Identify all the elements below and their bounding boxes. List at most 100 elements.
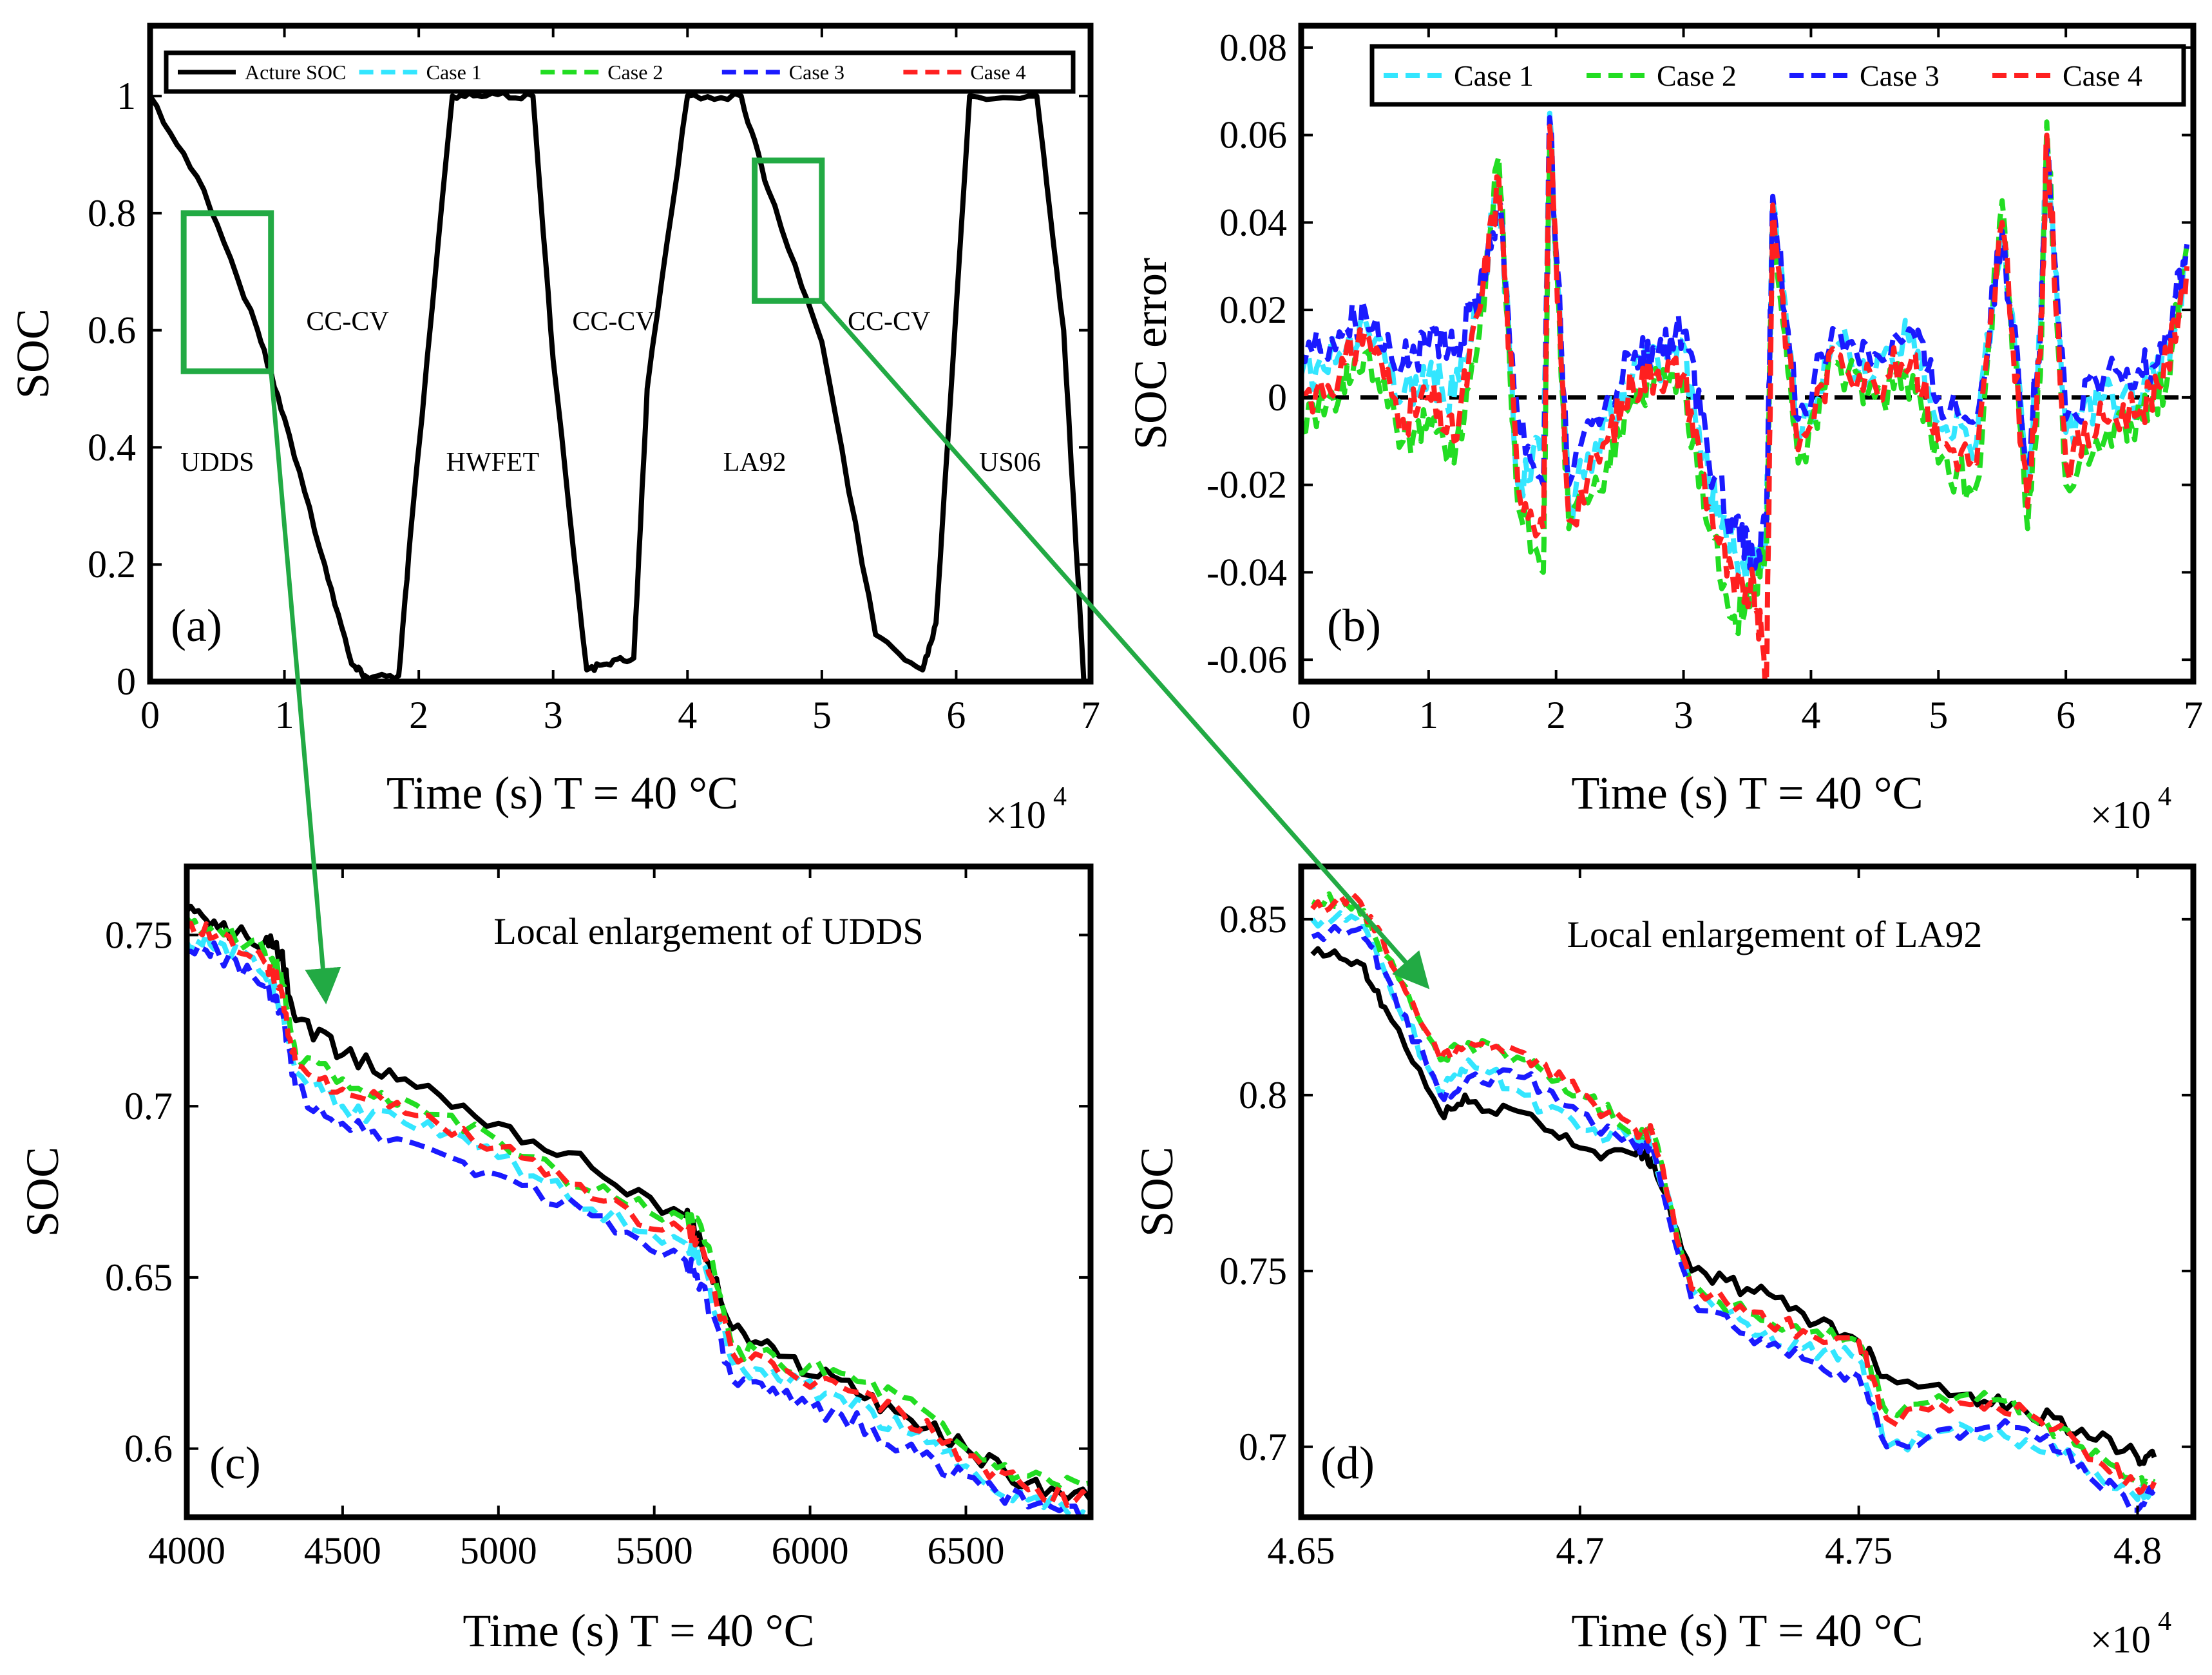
series-line-case-4: [1301, 124, 2190, 682]
zoom-region-box: [180, 210, 274, 374]
x-tick-label: 4.8: [2113, 1529, 2162, 1572]
series-group: [150, 90, 1087, 682]
y-axis-label: SOC: [7, 309, 59, 399]
y-tick-label: 0.02: [1219, 289, 1287, 331]
x-tick-label: 5500: [616, 1529, 693, 1572]
series-line-case-1: [1301, 110, 2189, 583]
x-axis-multiplier-exponent: 4: [1053, 782, 1067, 812]
y-tick-label: 0.06: [1219, 114, 1287, 157]
y-tick-label: 0.8: [1239, 1074, 1287, 1116]
y-tick-label: 0.75: [105, 914, 173, 956]
x-axis-multiplier-exponent: 4: [2158, 1607, 2171, 1636]
legend-entry: Case 1: [1454, 59, 1534, 92]
series-line-case-2: [1301, 119, 2190, 636]
x-axis-label: Time (s) T = 40 °C: [1571, 767, 1923, 819]
y-tick-label: 0.6: [124, 1428, 173, 1470]
x-tick-label: 5000: [460, 1529, 537, 1572]
series-group: [1301, 110, 2190, 682]
x-tick-label: 7: [2184, 694, 2203, 736]
legend: Acture SOC Case 1 Case 2 Case 3 Case 4: [164, 50, 1076, 94]
zoom-highlights: [180, 157, 1430, 1004]
x-tick-label: 6: [2056, 694, 2075, 736]
y-tick-label: -0.06: [1206, 638, 1287, 681]
x-axis-multiplier: ×10: [986, 794, 1046, 836]
y-tick-label: 1: [117, 75, 136, 117]
series-line-case-3: [1301, 115, 2190, 571]
x-tick-label: 6000: [772, 1529, 849, 1572]
cycle-annotation: CC-CV: [848, 307, 930, 337]
x-tick-label: 0: [140, 694, 160, 736]
x-tick-label: 3: [544, 694, 563, 736]
panel-label: (b): [1327, 600, 1381, 651]
series-line-acture-soc: [187, 903, 1091, 1502]
y-tick-label: 0.8: [88, 192, 136, 235]
y-axis-label: SOC error: [1125, 258, 1176, 450]
x-axis-label: Time (s) T = 40 °C: [1571, 1605, 1923, 1656]
x-tick-label: 4500: [304, 1529, 381, 1572]
panel-label: (a): [171, 600, 222, 651]
x-tick-label: 3: [1674, 694, 1693, 736]
y-tick-label: -0.04: [1206, 551, 1287, 593]
zoom-arrow-la92: [820, 299, 1430, 990]
legend-entry: Case 1: [426, 61, 482, 84]
cycle-annotation: HWFET: [446, 448, 540, 477]
x-axis-multiplier-exponent: 4: [2158, 782, 2171, 812]
panel-title: Local enlargement of LA92: [1567, 914, 1983, 955]
series-line-case-2: [187, 916, 1091, 1489]
x-tick-label: 4: [1801, 694, 1820, 736]
chart-panel-d: 4.65 4.7 4.75 4.8 0.7 0.75 0.8 0.85 Time (s) T =…: [1131, 863, 2197, 1661]
plot-frame: [184, 863, 1094, 1520]
y-tick-label: -0.02: [1206, 464, 1287, 506]
y-tick-label: 0.4: [88, 426, 136, 468]
plot-frame: [1298, 863, 2197, 1520]
cycle-annotation: CC-CV: [572, 307, 654, 337]
series-line-case-3: [1311, 924, 2157, 1513]
x-tick-label: 6: [946, 694, 966, 736]
x-axis-label: Time (s) T = 40 °C: [386, 767, 738, 819]
x-tick-label: 6500: [927, 1529, 1004, 1572]
y-tick-label: 0.7: [1239, 1426, 1287, 1468]
series-line-acture-soc: [1310, 946, 2157, 1467]
panel-label: (d): [1321, 1437, 1375, 1489]
x-tick-label: 5: [812, 694, 832, 736]
series-line-case-4: [187, 921, 1091, 1508]
x-tick-label: 0: [1292, 694, 1311, 736]
x-axis-multiplier: ×10: [2090, 794, 2151, 836]
panel-title: Local enlargement of UDDS: [493, 910, 923, 952]
y-tick-label: 0.6: [88, 309, 136, 352]
series-group: [1310, 890, 2157, 1513]
legend-entry: Case 3: [1860, 59, 1940, 92]
series-line-case-3: [187, 940, 1091, 1517]
chart-panel-a: 0 1 2 3 4 5 6 7 0 0.2 0.4 0.6 0.8 1 Time (s) T = 40 °C…: [7, 23, 1100, 836]
y-axis-label: SOC: [1131, 1147, 1183, 1237]
plot-frame: [1298, 23, 2197, 685]
plot-frame: [147, 23, 1094, 685]
legend-entry: Case 4: [970, 61, 1025, 84]
x-axis-label: Time (s) T = 40 °C: [462, 1605, 814, 1656]
y-axis-label: SOC: [17, 1147, 68, 1237]
zoom-arrow-udds: [269, 370, 341, 1004]
y-tick-label: 0.85: [1219, 898, 1287, 941]
y-tick-label: 0.75: [1219, 1250, 1287, 1292]
x-tick-label: 4: [678, 694, 697, 736]
x-tick-label: 1: [275, 694, 294, 736]
chart-panel-b: 0 1 2 3 4 5 6 7 -0.06 -0.04 -0.02 0 0.02 0.04 0.06 0.08…: [1125, 23, 2203, 836]
y-tick-label: 0.7: [124, 1085, 173, 1127]
cycle-annotation: CC-CV: [306, 307, 388, 337]
x-tick-label: 4.7: [1556, 1529, 1604, 1572]
x-tick-label: 7: [1081, 694, 1100, 736]
chart-panel-c: 4000 4500 5000 5500 6000 6500 0.6 0.65 0.7 0.75 Ti…: [17, 863, 1094, 1656]
x-tick-label: 4.65: [1268, 1529, 1335, 1572]
x-tick-label: 4.75: [1825, 1529, 1893, 1572]
legend-entry: Case 4: [2063, 59, 2142, 92]
series-line-case-4: [1310, 890, 2157, 1495]
x-axis-multiplier: ×10: [2090, 1618, 2151, 1661]
cycle-annotation: US06: [979, 448, 1041, 477]
y-tick-label: 0.08: [1219, 26, 1287, 69]
cycle-annotation: LA92: [723, 448, 787, 477]
series-line-acture-soc: [150, 90, 1087, 682]
x-tick-label: 1: [1419, 694, 1438, 736]
y-tick-label: 0: [1268, 376, 1287, 419]
x-tick-label: 2: [409, 694, 428, 736]
